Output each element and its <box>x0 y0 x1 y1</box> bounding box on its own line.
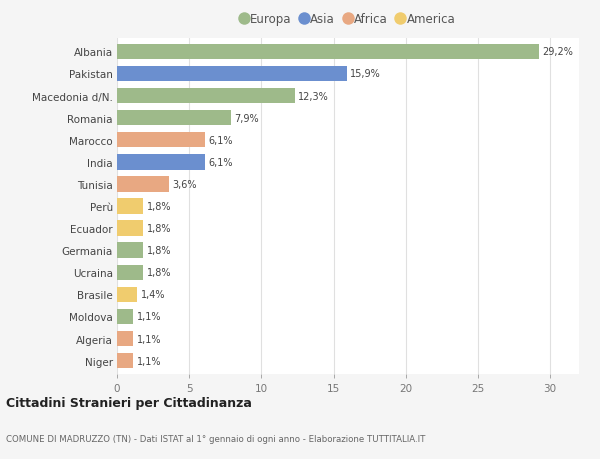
Bar <box>117 177 169 192</box>
Bar <box>117 111 231 126</box>
Bar <box>117 265 143 280</box>
Text: 1,8%: 1,8% <box>146 224 171 234</box>
Bar <box>117 155 205 170</box>
Text: 1,1%: 1,1% <box>136 334 161 344</box>
Bar <box>117 199 143 214</box>
Text: 1,8%: 1,8% <box>146 268 171 278</box>
Text: 7,9%: 7,9% <box>235 113 259 123</box>
Text: Cittadini Stranieri per Cittadinanza: Cittadini Stranieri per Cittadinanza <box>6 396 252 409</box>
Text: 1,1%: 1,1% <box>136 312 161 322</box>
Bar <box>117 309 133 325</box>
Bar <box>117 133 205 148</box>
Text: COMUNE DI MADRUZZO (TN) - Dati ISTAT al 1° gennaio di ogni anno - Elaborazione T: COMUNE DI MADRUZZO (TN) - Dati ISTAT al … <box>6 434 425 442</box>
Text: 29,2%: 29,2% <box>542 47 573 57</box>
Bar <box>117 67 347 82</box>
Text: 1,8%: 1,8% <box>146 202 171 212</box>
Bar <box>117 287 137 302</box>
Bar <box>117 331 133 347</box>
Bar <box>117 353 133 369</box>
Text: 6,1%: 6,1% <box>209 135 233 146</box>
Bar <box>117 45 539 60</box>
Text: 15,9%: 15,9% <box>350 69 381 79</box>
Text: 1,4%: 1,4% <box>141 290 166 300</box>
Bar <box>117 89 295 104</box>
Legend: Europa, Asia, Africa, America: Europa, Asia, Africa, America <box>241 13 455 27</box>
Text: 6,1%: 6,1% <box>209 157 233 168</box>
Text: 1,1%: 1,1% <box>136 356 161 366</box>
Text: 1,8%: 1,8% <box>146 246 171 256</box>
Text: 3,6%: 3,6% <box>173 179 197 190</box>
Bar <box>117 243 143 258</box>
Bar <box>117 221 143 236</box>
Text: 12,3%: 12,3% <box>298 91 329 101</box>
